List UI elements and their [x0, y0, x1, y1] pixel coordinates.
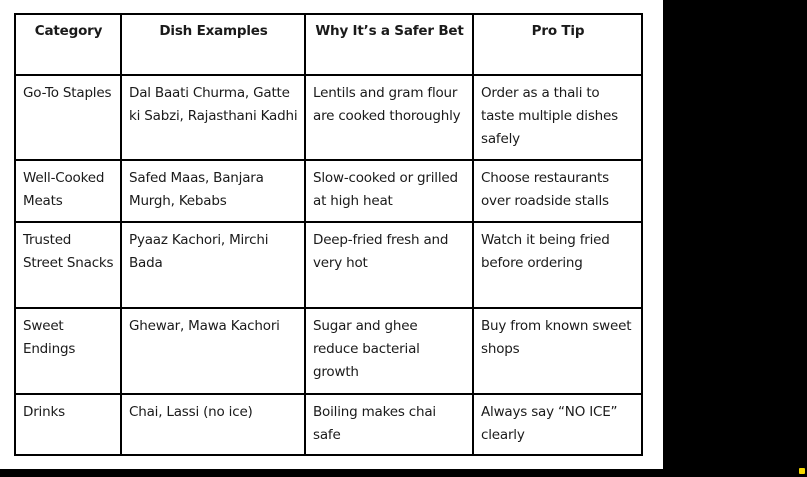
table-row: Trusted Street Snacks Pyaaz Kachori, Mir… — [14, 221, 643, 309]
document-panel: Category Dish Examples Why It’s a Safer … — [0, 0, 663, 469]
table-header-row: Category Dish Examples Why It’s a Safer … — [14, 13, 643, 76]
cell-dish-examples: Pyaaz Kachori, Mirchi Bada — [120, 221, 306, 309]
header-pro-tip: Pro Tip — [472, 13, 643, 76]
table-row: Drinks Chai, Lassi (no ice) Boiling make… — [14, 393, 643, 456]
cell-pro-tip: Watch it being fried before ordering — [472, 221, 643, 309]
cell-category: Drinks — [14, 393, 122, 456]
food-safety-table: Category Dish Examples Why It’s a Safer … — [14, 13, 643, 456]
cell-why-safer: Sugar and ghee reduce bacterial growth — [304, 307, 474, 395]
cell-pro-tip: Buy from known sweet shops — [472, 307, 643, 395]
cell-dish-examples: Dal Baati Churma, Gatte ki Sabzi, Rajast… — [120, 74, 306, 161]
cell-category: Go-To Staples — [14, 74, 122, 161]
cell-why-safer: Lentils and gram flour are cooked thorou… — [304, 74, 474, 161]
cell-pro-tip: Always say “NO ICE” clearly — [472, 393, 643, 456]
cell-dish-examples: Chai, Lassi (no ice) — [120, 393, 306, 456]
table-row: Well-Cooked Meats Safed Maas, Banjara Mu… — [14, 159, 643, 223]
cell-pro-tip: Choose restaurants over roadside stalls — [472, 159, 643, 223]
cell-category: Well-Cooked Meats — [14, 159, 122, 223]
header-category: Category — [14, 13, 122, 76]
cell-why-safer: Deep-fried fresh and very hot — [304, 221, 474, 309]
header-dish-examples: Dish Examples — [120, 13, 306, 76]
cell-why-safer: Boiling makes chai safe — [304, 393, 474, 456]
cell-dish-examples: Ghewar, Mawa Kachori — [120, 307, 306, 395]
table-row: Sweet Endings Ghewar, Mawa Kachori Sugar… — [14, 307, 643, 395]
table-row: Go-To Staples Dal Baati Churma, Gatte ki… — [14, 74, 643, 161]
cell-category: Sweet Endings — [14, 307, 122, 395]
cell-why-safer: Slow-cooked or grilled at high heat — [304, 159, 474, 223]
cell-category: Trusted Street Snacks — [14, 221, 122, 309]
cursor-marker-icon — [799, 468, 805, 474]
cell-pro-tip: Order as a thali to taste multiple dishe… — [472, 74, 643, 161]
header-why-safer: Why It’s a Safer Bet — [304, 13, 474, 76]
cell-dish-examples: Safed Maas, Banjara Murgh, Kebabs — [120, 159, 306, 223]
